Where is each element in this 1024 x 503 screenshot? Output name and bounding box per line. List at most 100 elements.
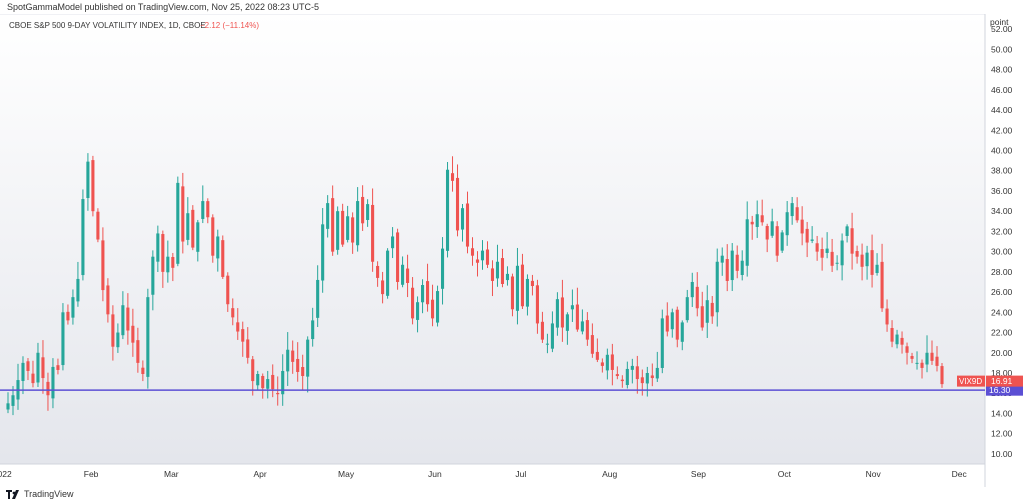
candle[interactable] — [226, 272, 230, 312]
candle[interactable] — [171, 252, 175, 282]
candle[interactable] — [301, 354, 305, 390]
candle[interactable] — [795, 197, 799, 223]
candle[interactable] — [211, 214, 215, 263]
time-axis[interactable]: 2022 Feb Mar Apr May Jun Jul Aug Sep Oct Nov Dec — [0, 469, 967, 479]
candle[interactable] — [391, 227, 395, 259]
candle[interactable] — [605, 348, 609, 380]
candle[interactable] — [41, 340, 45, 394]
candle[interactable] — [31, 360, 35, 388]
candle[interactable] — [680, 320, 684, 351]
candle[interactable] — [780, 230, 784, 253]
candle[interactable] — [770, 208, 774, 238]
candle[interactable] — [426, 263, 430, 312]
candle[interactable] — [166, 240, 170, 283]
candle[interactable] — [730, 243, 734, 292]
candle[interactable] — [890, 320, 894, 348]
candle[interactable] — [895, 329, 899, 349]
candle[interactable] — [710, 296, 714, 324]
candle[interactable] — [590, 323, 594, 358]
candle[interactable] — [336, 206, 340, 255]
candle[interactable] — [356, 187, 360, 252]
candle[interactable] — [675, 306, 679, 348]
candle[interactable] — [660, 309, 664, 374]
candle[interactable] — [620, 375, 624, 388]
candle[interactable] — [176, 176, 180, 267]
candle[interactable] — [101, 227, 105, 302]
candle[interactable] — [435, 285, 440, 327]
candle[interactable] — [495, 244, 500, 287]
candle[interactable] — [111, 305, 115, 361]
candle[interactable] — [785, 201, 789, 246]
candle[interactable] — [276, 376, 280, 406]
candle[interactable] — [416, 296, 420, 333]
candle[interactable] — [71, 289, 75, 325]
candle[interactable] — [430, 284, 435, 327]
candle[interactable] — [191, 205, 195, 251]
candle[interactable] — [765, 223, 769, 253]
candle[interactable] — [311, 307, 315, 347]
candle[interactable] — [690, 272, 694, 307]
candle[interactable] — [66, 304, 70, 325]
candle[interactable] — [815, 235, 819, 261]
candle[interactable] — [580, 309, 584, 335]
candle[interactable] — [121, 291, 125, 340]
candle[interactable] — [331, 185, 335, 256]
tradingview-logo-icon[interactable] — [6, 490, 21, 501]
candle[interactable] — [645, 366, 649, 397]
candle[interactable] — [810, 226, 814, 244]
candle[interactable] — [450, 156, 455, 192]
candle[interactable] — [500, 248, 505, 288]
candle[interactable] — [630, 358, 634, 384]
candle[interactable] — [161, 230, 165, 288]
candle[interactable] — [800, 206, 804, 246]
candle[interactable] — [480, 240, 485, 270]
candle[interactable] — [935, 346, 939, 372]
candle[interactable] — [850, 212, 854, 270]
candle[interactable] — [386, 248, 390, 299]
candle[interactable] — [256, 370, 260, 390]
candle[interactable] — [635, 355, 639, 394]
tradingview-brand[interactable]: TradingView — [24, 489, 74, 499]
candle[interactable] — [421, 279, 425, 314]
candle[interactable] — [381, 271, 385, 304]
candle[interactable] — [246, 327, 250, 364]
candle[interactable] — [106, 278, 110, 323]
candle[interactable] — [126, 293, 130, 345]
candle[interactable] — [530, 274, 534, 296]
candle[interactable] — [535, 279, 539, 334]
candle[interactable] — [91, 155, 95, 217]
candle[interactable] — [366, 199, 370, 227]
candle[interactable] — [715, 248, 719, 327]
volatility-chart[interactable]: CBOE S&P 500 9-DAY VOLATILITY INDEX, 1D,… — [0, 14, 1024, 487]
candle[interactable] — [201, 185, 205, 224]
candle[interactable] — [600, 358, 604, 373]
candle[interactable] — [740, 250, 744, 281]
candle[interactable] — [116, 323, 120, 353]
candle[interactable] — [196, 219, 200, 262]
candle[interactable] — [905, 342, 909, 365]
candle[interactable] — [610, 343, 614, 386]
candle[interactable] — [750, 215, 754, 240]
candle[interactable] — [460, 204, 465, 242]
candle[interactable] — [855, 245, 859, 264]
candle[interactable] — [485, 241, 490, 269]
candle[interactable] — [720, 247, 724, 276]
candle[interactable] — [825, 232, 829, 259]
candle[interactable] — [181, 172, 185, 254]
candle[interactable] — [880, 243, 884, 312]
candle[interactable] — [136, 327, 140, 373]
candle[interactable] — [760, 199, 764, 226]
candle[interactable] — [585, 312, 589, 346]
candle[interactable] — [735, 245, 739, 279]
candle[interactable] — [805, 221, 809, 258]
candle[interactable] — [341, 203, 345, 247]
candle[interactable] — [401, 256, 405, 288]
candle[interactable] — [141, 360, 145, 382]
candle[interactable] — [26, 358, 30, 381]
candle[interactable] — [745, 201, 749, 277]
candle[interactable] — [51, 358, 55, 409]
candle[interactable] — [925, 335, 929, 373]
candle[interactable] — [271, 364, 275, 398]
candle[interactable] — [595, 338, 599, 363]
candle[interactable] — [790, 196, 794, 225]
